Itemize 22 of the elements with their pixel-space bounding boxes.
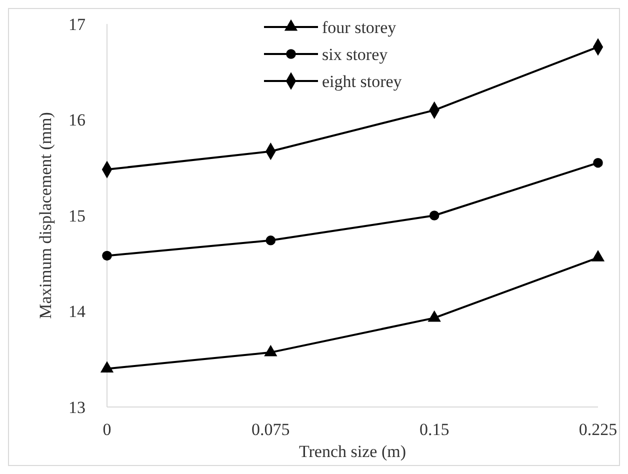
- x-tick-label: 0: [102, 420, 112, 439]
- point: [264, 344, 278, 356]
- x-axis-title: Trench size (m): [298, 442, 406, 461]
- y-axis-title: Maximum displacement (mm): [36, 112, 55, 319]
- legend-label: six storey: [322, 44, 388, 64]
- y-tick-label: 15: [68, 206, 86, 226]
- legend-label: eight storey: [322, 72, 402, 91]
- point: [100, 361, 114, 372]
- point: [428, 310, 441, 322]
- point: [591, 250, 605, 262]
- y-tick-label: 13: [68, 398, 86, 417]
- y-tick-label: 16: [68, 110, 86, 130]
- legend-label: four storey: [322, 18, 397, 37]
- x-tick-label: 0.225: [578, 420, 618, 439]
- point: [266, 236, 276, 246]
- point: [429, 210, 440, 220]
- x-tick-label: 0.15: [419, 420, 450, 439]
- point: [102, 250, 112, 261]
- y-tick-label: 17: [68, 14, 86, 34]
- x-tick-label: 0.075: [252, 420, 290, 439]
- y-tick-label: 14: [68, 302, 86, 322]
- point: [593, 158, 603, 168]
